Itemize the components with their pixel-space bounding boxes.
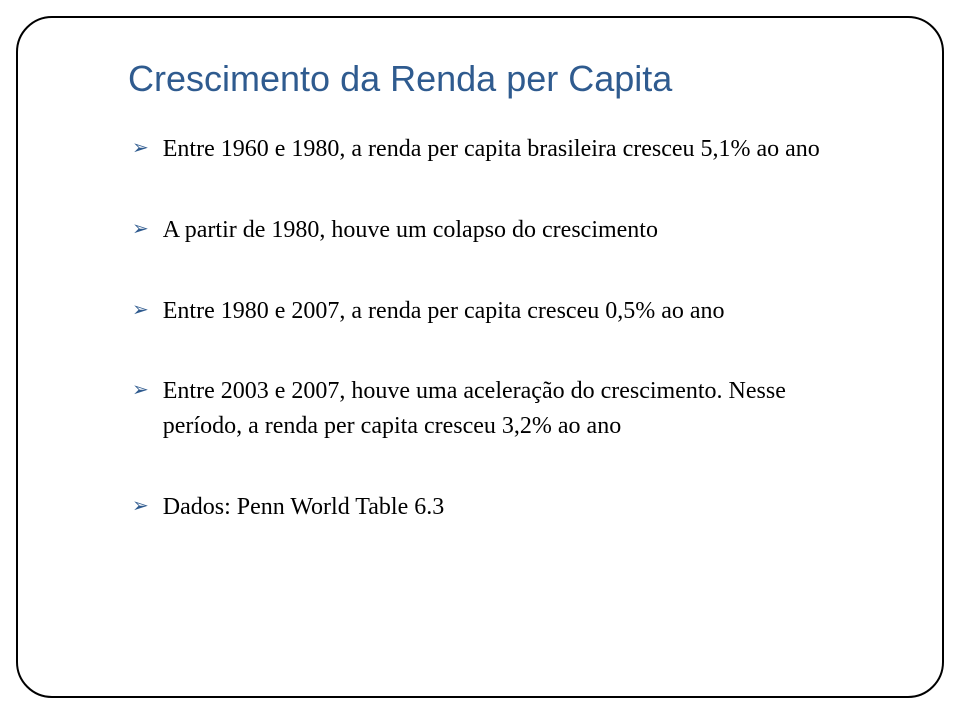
bullet-list: ➢ Entre 1960 e 1980, a renda per capita …: [132, 132, 860, 525]
bullet-text: Entre 2003 e 2007, houve uma aceleração …: [163, 374, 860, 444]
bullet-marker-icon: ➢: [132, 494, 149, 518]
bullet-text: Entre 1960 e 1980, a renda per capita br…: [163, 132, 820, 167]
slide-title: Crescimento da Renda per Capita: [128, 58, 900, 100]
bullet-text: A partir de 1980, houve um colapso do cr…: [163, 213, 658, 248]
bullet-text: Dados: Penn World Table 6.3: [163, 490, 444, 525]
bullet-marker-icon: ➢: [132, 378, 149, 402]
list-item: ➢ Entre 1960 e 1980, a renda per capita …: [132, 132, 860, 167]
list-item: ➢ Entre 1980 e 2007, a renda per capita …: [132, 294, 860, 329]
slide-container: Crescimento da Renda per Capita ➢ Entre …: [0, 0, 960, 714]
bullet-marker-icon: ➢: [132, 217, 149, 241]
list-item: ➢ A partir de 1980, houve um colapso do …: [132, 213, 860, 248]
bullet-text: Entre 1980 e 2007, a renda per capita cr…: [163, 294, 725, 329]
bullet-marker-icon: ➢: [132, 298, 149, 322]
list-item: ➢ Entre 2003 e 2007, houve uma aceleraçã…: [132, 374, 860, 444]
list-item: ➢ Dados: Penn World Table 6.3: [132, 490, 860, 525]
bullet-marker-icon: ➢: [132, 136, 149, 160]
